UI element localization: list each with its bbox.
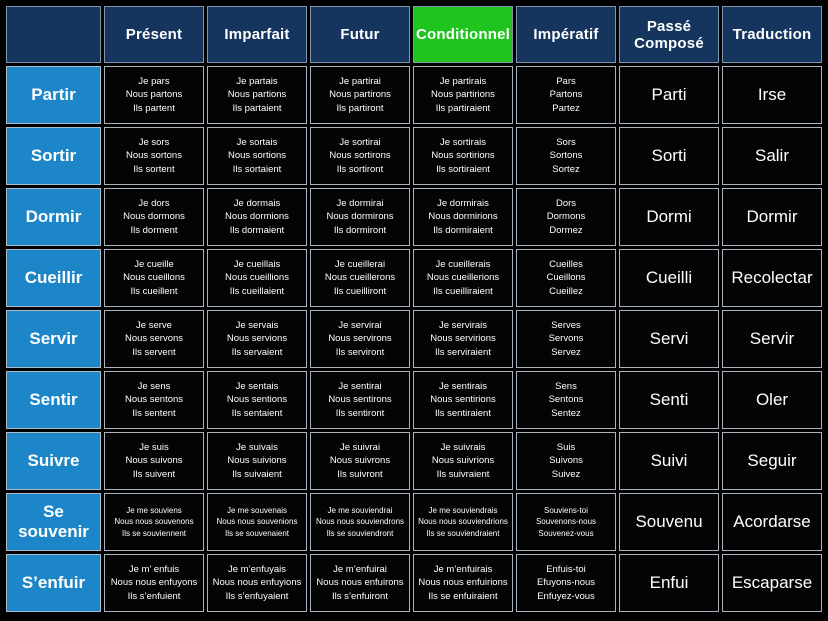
conjugation-cell: Je partais Nous partions Ils partaient <box>207 66 307 124</box>
conjugation-cell: Je servais Nous servions Ils servaient <box>207 310 307 368</box>
column-header-conditionnel: Conditionnel <box>413 6 513 63</box>
conjugation-cell: Je sortirais Nous sortirions Ils sortira… <box>413 127 513 185</box>
imperative-cell: Cueilles Cueillons Cueillez <box>516 249 616 307</box>
column-header-traduction: Traduction <box>722 6 822 63</box>
conjugation-cell: Je sortirai Nous sortirons Ils sortiront <box>310 127 410 185</box>
conjugation-cell: Je dormais Nous dormions Ils dormaient <box>207 188 307 246</box>
row-label-cueillir: Cueillir <box>6 249 101 307</box>
table-row-cueillir: Cueillir Je cueille Nous cueillons Ils cu… <box>6 249 822 307</box>
conjugation-cell: Je m’enfuirais Nous nous enfuirions Ils … <box>413 554 513 612</box>
conjugation-cell: Je me souviendrai Nous nous souviendrons… <box>310 493 410 551</box>
conjugation-cell: Je partirais Nous partirions Ils partira… <box>413 66 513 124</box>
column-header-imperatif: Impératif <box>516 6 616 63</box>
row-label-se-souvenir: Se souvenir <box>6 493 101 551</box>
imperative-cell: Sens Sentons Sentez <box>516 371 616 429</box>
conjugation-cell: Je cueillerais Nous cueillerions Ils cue… <box>413 249 513 307</box>
conjugation-cell: Je m’enfuirai Nous nous enfuirons Ils s’… <box>310 554 410 612</box>
row-label-dormir: Dormir <box>6 188 101 246</box>
table-row-dormir: Dormir Je dors Nous dormons Ils dorment Je… <box>6 188 822 246</box>
participle-cell: Parti <box>619 66 719 124</box>
conjugation-cell: Je cueillais Nous cueillions Ils cueilla… <box>207 249 307 307</box>
table-row-suivre: Suivre Je suis Nous suivons Ils suivent Je… <box>6 432 822 490</box>
conjugation-cell: Je m’enfuyais Nous nous enfuyions Ils s’… <box>207 554 307 612</box>
conjugation-cell: Je me souviendrais Nous nous souviendrio… <box>413 493 513 551</box>
translation-cell: Recolectar <box>722 249 822 307</box>
imperative-cell: Serves Servons Servez <box>516 310 616 368</box>
conjugation-cell: Je pars Nous partons Ils partent <box>104 66 204 124</box>
participle-cell: Senti <box>619 371 719 429</box>
imperative-cell: Pars Partons Partez <box>516 66 616 124</box>
participle-cell: Souvenu <box>619 493 719 551</box>
conjugation-cell: Je sentais Nous sentions Ils sentaient <box>207 371 307 429</box>
translation-cell: Escaparse <box>722 554 822 612</box>
conjugation-cell: Je sentirais Nous sentirions Ils sentira… <box>413 371 513 429</box>
conjugation-cell: Je partirai Nous partirons Ils partiront <box>310 66 410 124</box>
imperative-cell: Sors Sortons Sortez <box>516 127 616 185</box>
translation-cell: Acordarse <box>722 493 822 551</box>
row-label-servir: Servir <box>6 310 101 368</box>
translation-cell: Irse <box>722 66 822 124</box>
column-header-futur: Futur <box>310 6 410 63</box>
conjugation-cell: Je dormirai Nous dormirons Ils dormiront <box>310 188 410 246</box>
translation-cell: Salir <box>722 127 822 185</box>
participle-cell: Suivi <box>619 432 719 490</box>
translation-cell: Seguir <box>722 432 822 490</box>
conjugation-cell: Je m’ enfuis Nous nous enfuyons Ils s’en… <box>104 554 204 612</box>
conjugation-cell: Je me souviens Nous nous souvenons Ils s… <box>104 493 204 551</box>
conjugation-cell: Je suis Nous suivons Ils suivent <box>104 432 204 490</box>
row-label-sentir: Sentir <box>6 371 101 429</box>
table-row-partir: Partir Je pars Nous partons Ils partent Je… <box>6 66 822 124</box>
participle-cell: Enfui <box>619 554 719 612</box>
conjugation-cell: Je servirai Nous servirons Ils serviront <box>310 310 410 368</box>
column-header-present: Présent <box>104 6 204 63</box>
conjugation-cell: Je sors Nous sortons Ils sortent <box>104 127 204 185</box>
conjugation-cell: Je sens Nous sentons Ils sentent <box>104 371 204 429</box>
conjugation-cell: Je me souvenais Nous nous souvenions Ils… <box>207 493 307 551</box>
conjugation-cell: Je suivais Nous suivions Ils suivaient <box>207 432 307 490</box>
table-row-servir: Servir Je serve Nous servons Ils servent J… <box>6 310 822 368</box>
imperative-cell: Dors Dormons Dormez <box>516 188 616 246</box>
translation-cell: Servir <box>722 310 822 368</box>
table-row-sortir: Sortir Je sors Nous sortons Ils sortent Je… <box>6 127 822 185</box>
translation-cell: Dormir <box>722 188 822 246</box>
participle-cell: Sorti <box>619 127 719 185</box>
table-row-se-souvenir: Se souvenir Je me souviens Nous nous souv… <box>6 493 822 551</box>
conjugation-cell: Je dormirais Nous dormirions Ils dormira… <box>413 188 513 246</box>
conjugation-cell: Je dors Nous dormons Ils dorment <box>104 188 204 246</box>
participle-cell: Servi <box>619 310 719 368</box>
conjugation-cell: Je sortais Nous sortions Ils sortaient <box>207 127 307 185</box>
row-label-partir: Partir <box>6 66 101 124</box>
conjugation-cell: Je suivrais Nous suivrions Ils suivraien… <box>413 432 513 490</box>
table-row-s-enfuir: S’enfuir Je m’ enfuis Nous nous enfuyons … <box>6 554 822 612</box>
conjugation-cell: Je suivrai Nous suivrons Ils suivront <box>310 432 410 490</box>
participle-cell: Cueilli <box>619 249 719 307</box>
conjugation-table: Présent Imparfait Futur Conditionnel Impérat… <box>3 3 825 615</box>
row-label-sortir: Sortir <box>6 127 101 185</box>
column-header-passe-compose: Passé Composé <box>619 6 719 63</box>
translation-cell: Oler <box>722 371 822 429</box>
conjugation-cell: Je serve Nous servons Ils servent <box>104 310 204 368</box>
conjugation-cell: Je servirais Nous servirions Ils servira… <box>413 310 513 368</box>
column-header-corner <box>6 6 101 63</box>
header-row: Présent Imparfait Futur Conditionnel Impérat… <box>6 6 822 63</box>
conjugation-cell: Je sentirai Nous sentirons Ils sentiront <box>310 371 410 429</box>
row-label-s-enfuir: S’enfuir <box>6 554 101 612</box>
imperative-cell: Enfuis-toi Efuyons-nous Enfuyez-vous <box>516 554 616 612</box>
row-label-suivre: Suivre <box>6 432 101 490</box>
imperative-cell: Souviens-toi Souvenons-nous Souvenez-vou… <box>516 493 616 551</box>
column-header-imparfait: Imparfait <box>207 6 307 63</box>
participle-cell: Dormi <box>619 188 719 246</box>
imperative-cell: Suis Suivons Suivez <box>516 432 616 490</box>
table-row-sentir: Sentir Je sens Nous sentons Ils sentent Je… <box>6 371 822 429</box>
conjugation-cell: Je cueillerai Nous cueillerons Ils cueil… <box>310 249 410 307</box>
conjugation-cell: Je cueille Nous cueillons Ils cueillent <box>104 249 204 307</box>
